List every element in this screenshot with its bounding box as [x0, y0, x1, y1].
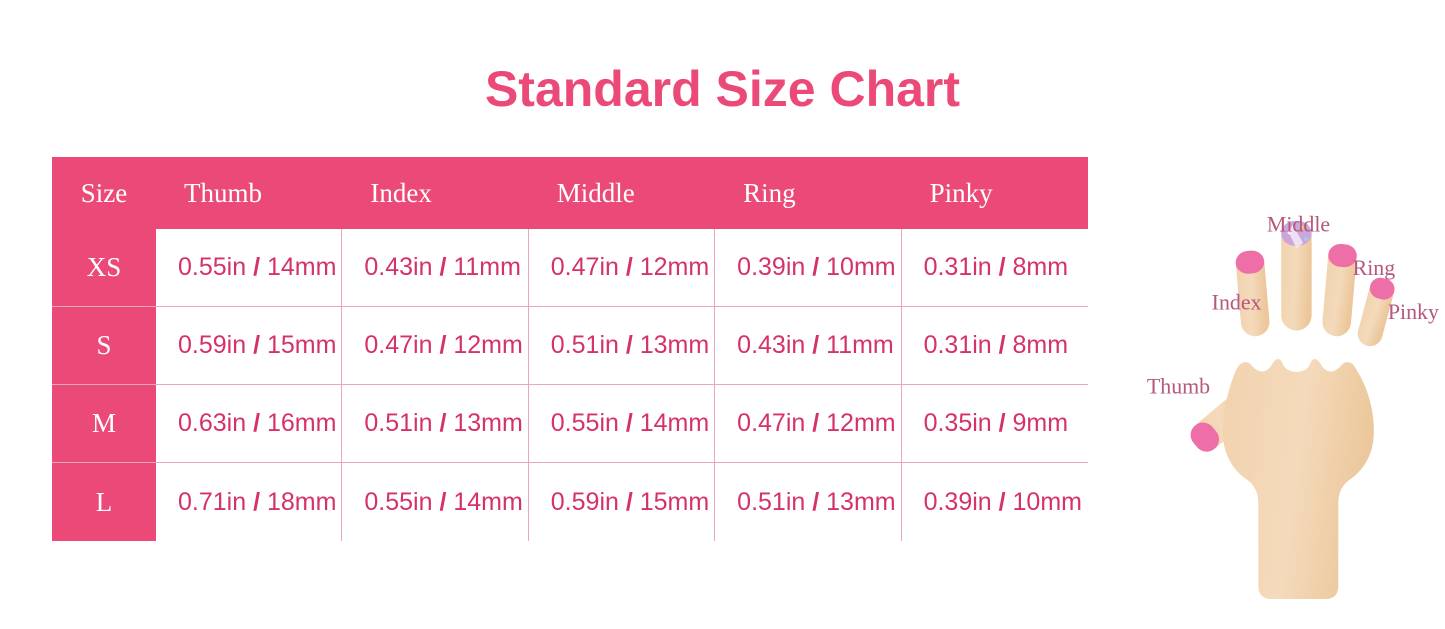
svg-text:Middle: Middle — [1267, 211, 1330, 236]
svg-text:Pinky: Pinky — [1388, 299, 1439, 324]
svg-text:Thumb: Thumb — [1147, 373, 1210, 398]
svg-text:Ring: Ring — [1353, 255, 1396, 280]
svg-text:Index: Index — [1212, 290, 1262, 315]
